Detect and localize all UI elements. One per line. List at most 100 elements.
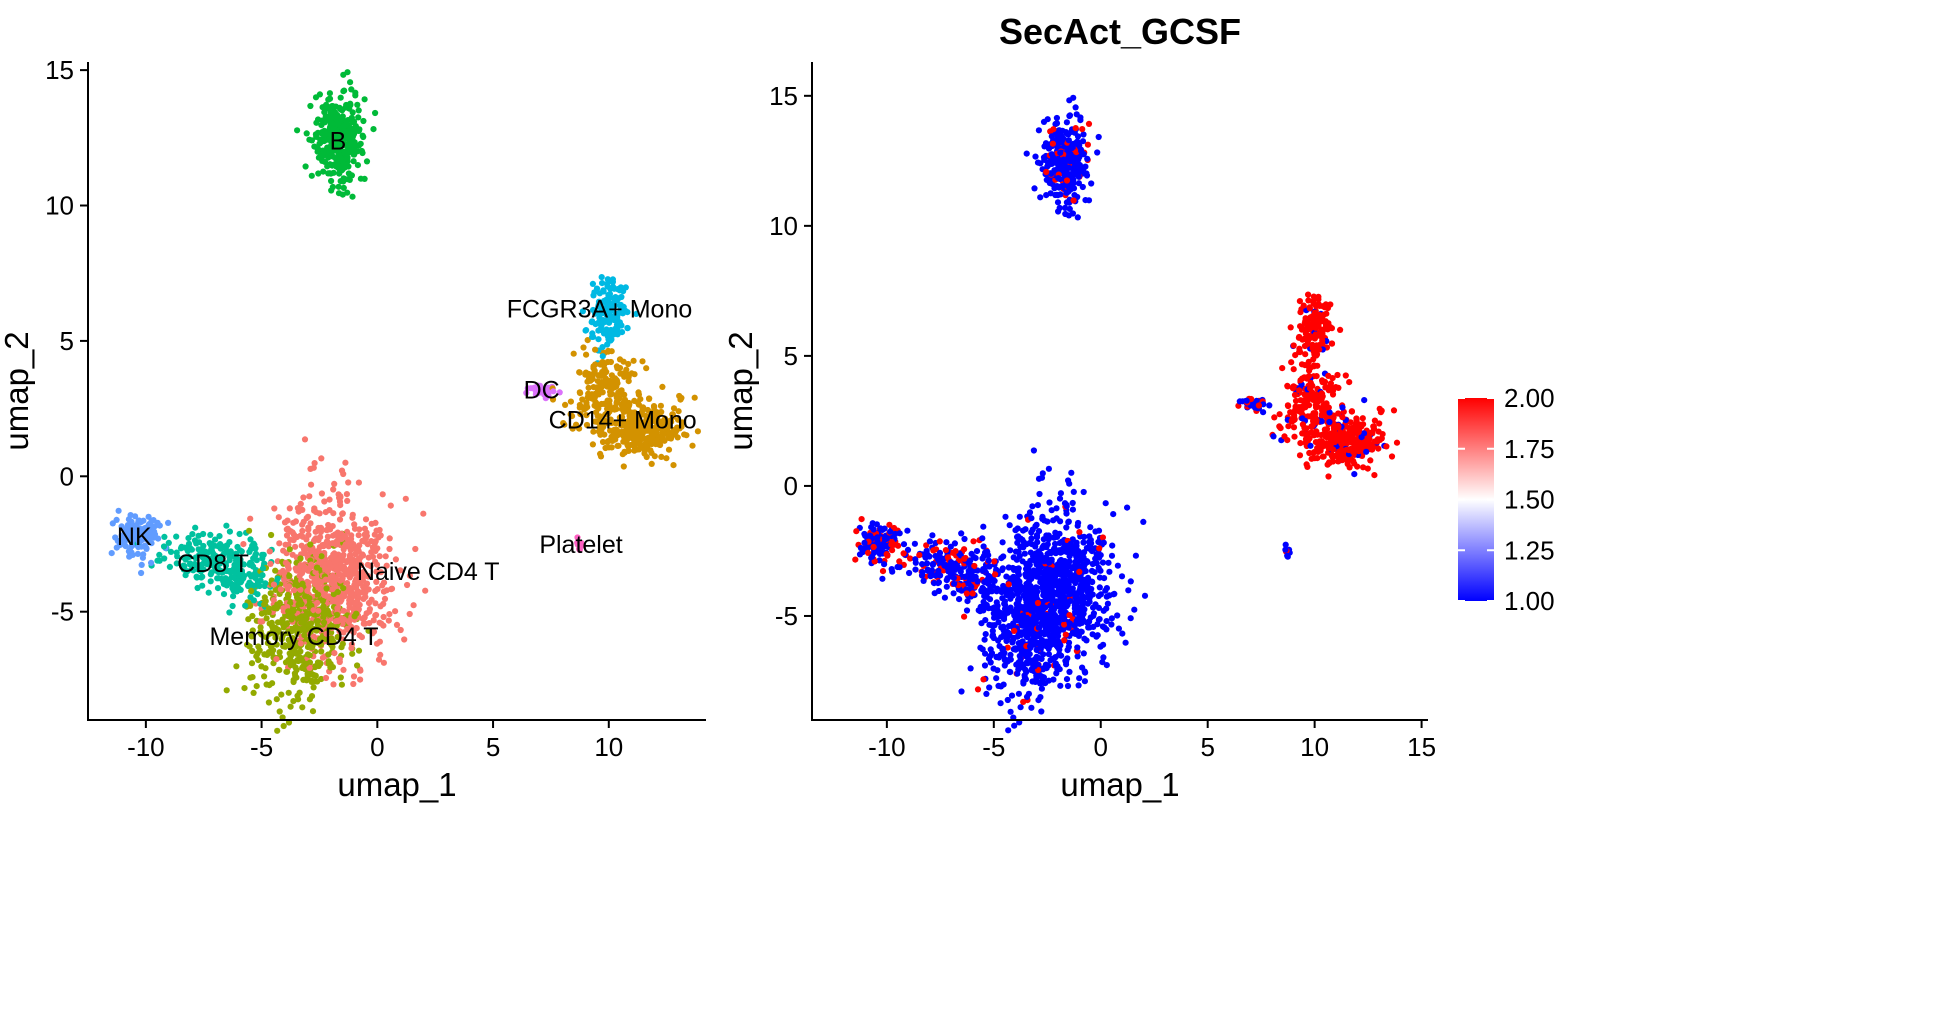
cell-point <box>604 333 611 340</box>
cell-point <box>1027 549 1034 556</box>
cell-point <box>1096 584 1103 591</box>
cell-point <box>583 412 590 419</box>
cell-point <box>1114 612 1121 619</box>
cell-point <box>207 578 214 585</box>
cell-point <box>248 573 255 580</box>
cell-point <box>1063 503 1070 510</box>
cell-point <box>330 681 337 688</box>
cell-point <box>975 607 982 614</box>
cell-point <box>349 193 356 200</box>
cell-point <box>911 540 919 547</box>
cell-point <box>1081 549 1088 556</box>
cell-point <box>1057 149 1064 156</box>
cell-point <box>936 549 944 557</box>
cell-point <box>1266 402 1273 409</box>
cell-point <box>305 524 312 531</box>
cell-point <box>1379 431 1386 438</box>
cell-point <box>1083 637 1090 644</box>
cell-point <box>987 653 994 660</box>
cell-point <box>167 548 175 556</box>
cell-point <box>1290 424 1298 431</box>
cell-point <box>1328 340 1336 347</box>
cell-point <box>311 460 318 467</box>
cell-point <box>1031 185 1038 192</box>
cell-point <box>353 124 360 131</box>
cell-point <box>397 567 404 574</box>
cell-point <box>410 602 417 609</box>
cell-point <box>670 405 678 412</box>
cell-point <box>1132 552 1139 559</box>
cell-point <box>380 600 387 608</box>
cell-point <box>261 673 268 680</box>
cell-point <box>138 569 145 577</box>
cell-point <box>920 577 927 585</box>
cell-point <box>332 598 339 605</box>
cell-point <box>249 612 256 620</box>
cell-point <box>315 170 322 177</box>
cell-point <box>1326 460 1333 467</box>
cell-point <box>1100 641 1107 648</box>
cell-point <box>1063 119 1070 126</box>
cell-point <box>1349 433 1356 440</box>
cell-point <box>1290 366 1297 373</box>
cell-point <box>255 657 262 664</box>
cell-point <box>607 377 614 384</box>
cell-point <box>1078 581 1085 589</box>
cell-point <box>223 522 230 529</box>
cell-point <box>379 491 386 498</box>
cell-point <box>1045 465 1052 472</box>
cell-point <box>318 455 325 462</box>
cell-point <box>599 344 606 351</box>
cell-point <box>614 442 621 449</box>
cell-point <box>883 551 890 558</box>
cell-point <box>974 686 982 693</box>
cell-point <box>325 170 332 177</box>
cell-point <box>289 529 296 536</box>
cell-point <box>1074 653 1081 660</box>
cell-point <box>1032 153 1039 160</box>
cell-point <box>858 516 865 523</box>
cell-point <box>1053 505 1060 512</box>
cell-point <box>1297 309 1304 316</box>
cell-point <box>1081 678 1088 685</box>
cell-point <box>1051 545 1058 553</box>
cell-point <box>229 602 236 610</box>
cell-point <box>1388 453 1396 460</box>
cell-point <box>229 585 236 592</box>
cell-point <box>368 520 375 527</box>
cell-point <box>295 601 302 608</box>
cell-point <box>583 399 590 406</box>
cell-point <box>1376 420 1383 427</box>
cell-point <box>1271 414 1278 421</box>
cell-point <box>274 727 281 734</box>
cell-point <box>1076 529 1083 536</box>
cell-point <box>344 570 351 578</box>
cell-point <box>420 510 427 517</box>
cell-point <box>1106 592 1113 599</box>
cell-point <box>853 528 860 535</box>
cell-point <box>285 689 292 696</box>
cell-point <box>621 396 629 403</box>
cell-point <box>1008 692 1016 699</box>
cell-point <box>363 158 371 165</box>
cell-point <box>644 406 651 414</box>
cell-point <box>378 620 385 627</box>
cell-point <box>1066 590 1073 597</box>
cell-point <box>1070 488 1077 495</box>
cell-point <box>156 557 163 564</box>
cell-point <box>675 408 682 415</box>
cell-point <box>287 662 294 669</box>
cell-point <box>299 506 306 513</box>
cell-point <box>1393 439 1401 446</box>
cell-point <box>355 532 362 539</box>
left-x-tick-label: 0 <box>370 732 384 762</box>
cell-point <box>346 597 353 604</box>
cell-point <box>986 596 994 603</box>
cell-point <box>691 394 698 401</box>
cell-point <box>1314 431 1321 438</box>
cell-point <box>599 280 606 287</box>
cell-point <box>970 554 978 561</box>
cell-point <box>590 363 597 370</box>
cell-point <box>256 582 263 590</box>
